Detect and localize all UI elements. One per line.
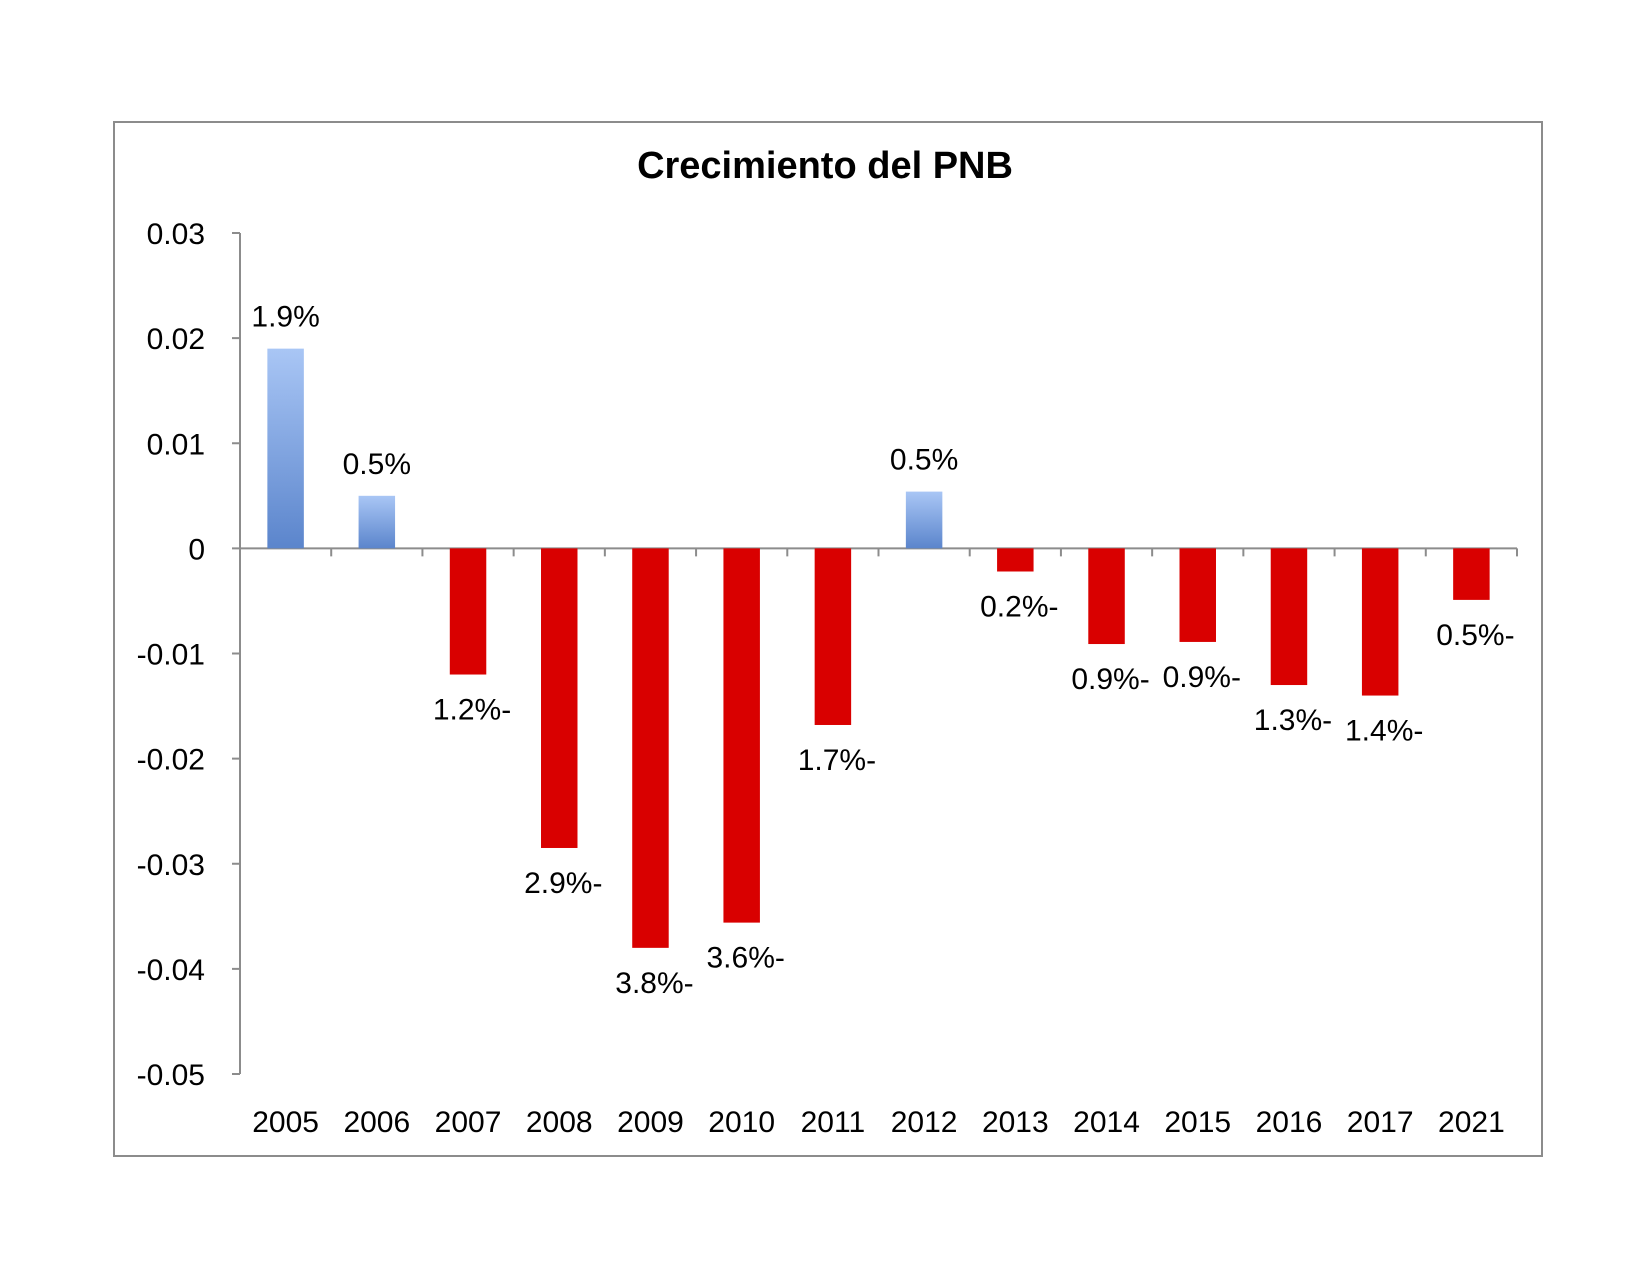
data-label: 0.9%- [1163,661,1241,694]
bar-2016 [1270,548,1308,686]
bar-2012 [905,491,943,549]
x-tick-label: 2010 [708,1106,775,1139]
x-tick-label: 2008 [526,1106,593,1139]
x-tick-label: 2006 [343,1106,410,1139]
bars [267,348,1490,948]
data-label: 0.9%- [1071,663,1149,696]
y-tick-label: -0.01 [137,639,205,672]
chart-title: Crecimiento del PNB [637,145,1013,187]
x-tick-label: 2015 [1164,1106,1231,1139]
data-label: 1.3%- [1254,704,1332,737]
data-label: 1.7%- [798,744,876,777]
data-label: 3.8%- [615,967,693,1000]
y-tick-label: -0.05 [137,1059,205,1092]
data-label: 0.2%- [980,591,1058,624]
y-tick-label: 0.03 [147,218,205,251]
data-label: 1.2%- [433,694,511,727]
x-tick-label: 2011 [801,1106,866,1139]
y-tick-label: 0.02 [147,323,205,356]
bar-2008 [541,548,578,848]
axes: 0.03 0.02 0.01 0 -0.01 -0.02 -0.03 -0.04 -0.05 [137,218,1518,1092]
data-label: 1.4%- [1345,715,1423,748]
y-tick-label: -0.02 [137,744,205,777]
data-label: 3.6%- [706,942,784,975]
bar-2010 [723,548,760,923]
y-tick-label: -0.03 [137,849,205,882]
x-tick-label: 2014 [1073,1106,1140,1139]
x-tick-label: 2005 [252,1106,319,1139]
x-tick-label: 2013 [982,1106,1049,1139]
x-tick-label: 2007 [435,1106,502,1139]
data-label: 0.5% [343,448,411,481]
x-tick-label: 2016 [1256,1106,1323,1139]
bar-2007 [449,548,487,675]
data-label: 0.5% [890,444,958,477]
y-tick-label: 0.01 [147,428,205,461]
bar-2006 [358,495,396,549]
bar-2015 [1179,548,1216,642]
y-tick-label: -0.04 [137,954,205,987]
x-tick-label: 2017 [1347,1106,1414,1139]
labels: 2005 1.9% 2006 0.5% 2007 1.2%- 2008 2.9%- 2009 3.… [251,301,1514,1139]
bar-2017 [1361,548,1399,696]
x-tick-label: 2009 [617,1106,684,1139]
x-tick-label: 2021 [1438,1106,1505,1139]
bar-2011 [814,548,852,725]
bar-2005 [267,348,304,549]
data-label: 0.5%- [1436,619,1514,652]
bar-2013 [997,548,1034,572]
bar-2021 [1453,548,1490,600]
bar-2014 [1088,548,1125,645]
bar-2009 [632,548,669,948]
y-tick-label: 0 [188,533,205,566]
data-label: 2.9%- [524,867,602,900]
x-tick-label: 2012 [891,1106,958,1139]
data-label: 1.9% [251,301,319,334]
